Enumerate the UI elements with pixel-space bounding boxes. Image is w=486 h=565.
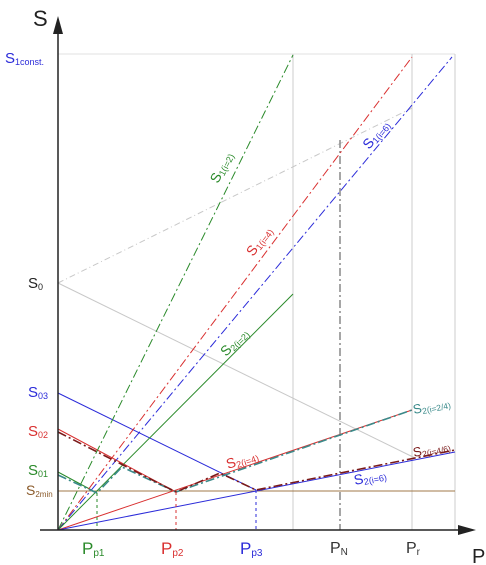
pp2-label: Pp2	[161, 539, 184, 559]
x-axis-arrow	[458, 525, 476, 535]
y-axis-label: S	[33, 6, 48, 31]
s2-i24-label: S2(i=2/4)	[412, 394, 452, 418]
s2-i46-polyline	[57, 431, 456, 493]
s0-falling-line	[57, 282, 416, 459]
s1-i2-line	[57, 54, 294, 531]
s01-label: S01	[28, 462, 48, 479]
s2min-label: S2min	[26, 482, 53, 499]
s03-label: S03	[28, 384, 48, 401]
s2-i24-polyline	[57, 409, 413, 494]
s2-i46-label: S2(i=4/6)	[412, 437, 452, 461]
s2-lines	[57, 293, 456, 531]
s1const-label: S1const.	[5, 50, 44, 67]
s1-i4-label: S1(i=4)	[243, 223, 276, 259]
s2-i2-line	[57, 293, 294, 531]
s0x-descending-lines	[57, 392, 257, 494]
s1-i4-line	[57, 56, 413, 531]
s1-i6-line	[57, 56, 453, 531]
drop-lines	[96, 490, 257, 530]
pn-label: PN	[330, 540, 348, 558]
s2-i2-label: S2(i=2)	[217, 325, 252, 360]
y-axis-arrow	[53, 16, 63, 34]
s1-i2-label: S1(i=2)	[206, 149, 236, 186]
x-axis-label: P	[472, 546, 485, 565]
s0-rising-line	[57, 107, 413, 284]
s02-label: S02	[28, 423, 48, 440]
s2-i6-label: S2(i=6)	[352, 466, 387, 489]
pp3-label: Pp3	[240, 539, 263, 559]
axes	[40, 16, 476, 535]
pr-label: Pr	[406, 540, 421, 558]
s0-construction-lines	[57, 107, 416, 459]
s1-lines	[57, 54, 453, 531]
pp1-label: Pp1	[82, 539, 105, 559]
s0-label: S0	[28, 275, 43, 292]
